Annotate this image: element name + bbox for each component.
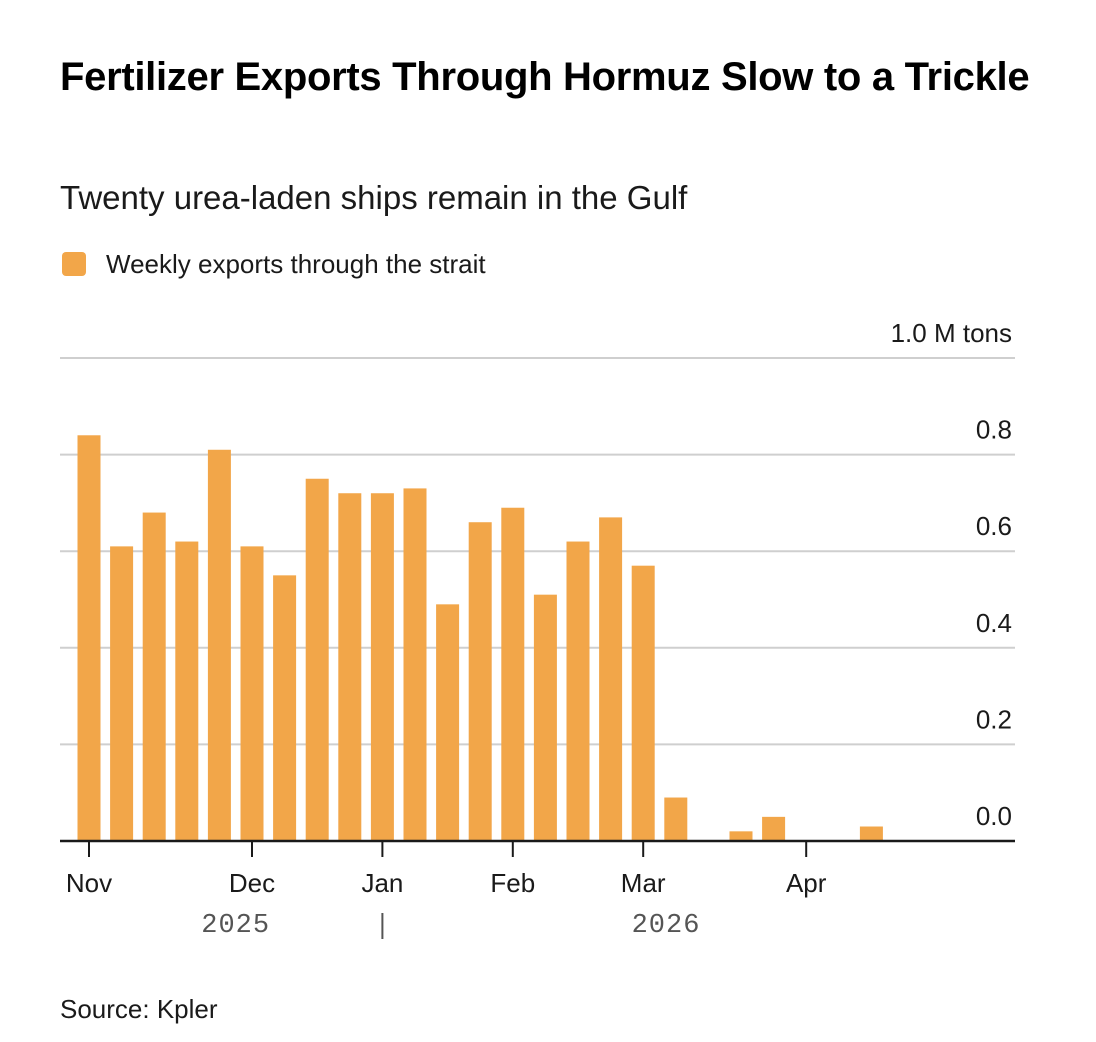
bar bbox=[533, 594, 557, 841]
bar bbox=[77, 435, 101, 841]
chart-subtitle: Twenty urea-laden ships remain in the Gu… bbox=[60, 179, 688, 216]
bar bbox=[501, 507, 525, 841]
bar bbox=[403, 488, 427, 841]
bar bbox=[273, 575, 297, 841]
bar-chart: 1.0 M tons 0.8 0.6 0.4 0.2 0.0 Nov Dec Jan Feb Mar… bbox=[60, 318, 1015, 941]
bar bbox=[338, 493, 362, 841]
x-tick-label: Apr bbox=[786, 868, 827, 898]
bar bbox=[729, 831, 753, 841]
legend-label: Weekly exports through the strait bbox=[106, 248, 486, 279]
x-tick-label: Mar bbox=[621, 868, 666, 898]
y-tick-label: 0.6 bbox=[976, 511, 1012, 541]
bar bbox=[664, 797, 688, 841]
bar bbox=[142, 512, 166, 841]
legend: Weekly exports through the strait bbox=[62, 244, 486, 284]
y-tick-label: 0.2 bbox=[976, 704, 1012, 734]
bar bbox=[110, 546, 134, 841]
bar bbox=[468, 522, 492, 841]
bar bbox=[305, 478, 329, 841]
bar bbox=[370, 493, 394, 841]
bar bbox=[436, 604, 460, 841]
bar bbox=[566, 541, 590, 841]
bar bbox=[631, 565, 655, 841]
y-tick-label: 1.0 M tons bbox=[891, 318, 1012, 348]
y-tick-label: 0.0 bbox=[976, 801, 1012, 831]
x-tick-label: Jan bbox=[361, 868, 403, 898]
source-note: Source: Kpler bbox=[60, 994, 218, 1024]
bar bbox=[599, 517, 623, 841]
bar bbox=[859, 826, 883, 841]
bar bbox=[175, 541, 199, 841]
x-tick-label: Feb bbox=[490, 868, 535, 898]
legend-swatch bbox=[62, 252, 86, 276]
y-tick-label: 0.8 bbox=[976, 415, 1012, 445]
x-tick-label: Nov bbox=[66, 868, 112, 898]
x-tick-label: Dec bbox=[229, 868, 275, 898]
bar bbox=[240, 546, 264, 841]
y-tick-label: 0.4 bbox=[976, 608, 1012, 638]
year-label: 2025 bbox=[201, 911, 270, 941]
bar bbox=[762, 816, 786, 841]
chart-title: Fertilizer Exports Through Hormuz Slow t… bbox=[60, 55, 1030, 99]
bar bbox=[207, 449, 231, 841]
year-label: 2026 bbox=[632, 911, 701, 941]
